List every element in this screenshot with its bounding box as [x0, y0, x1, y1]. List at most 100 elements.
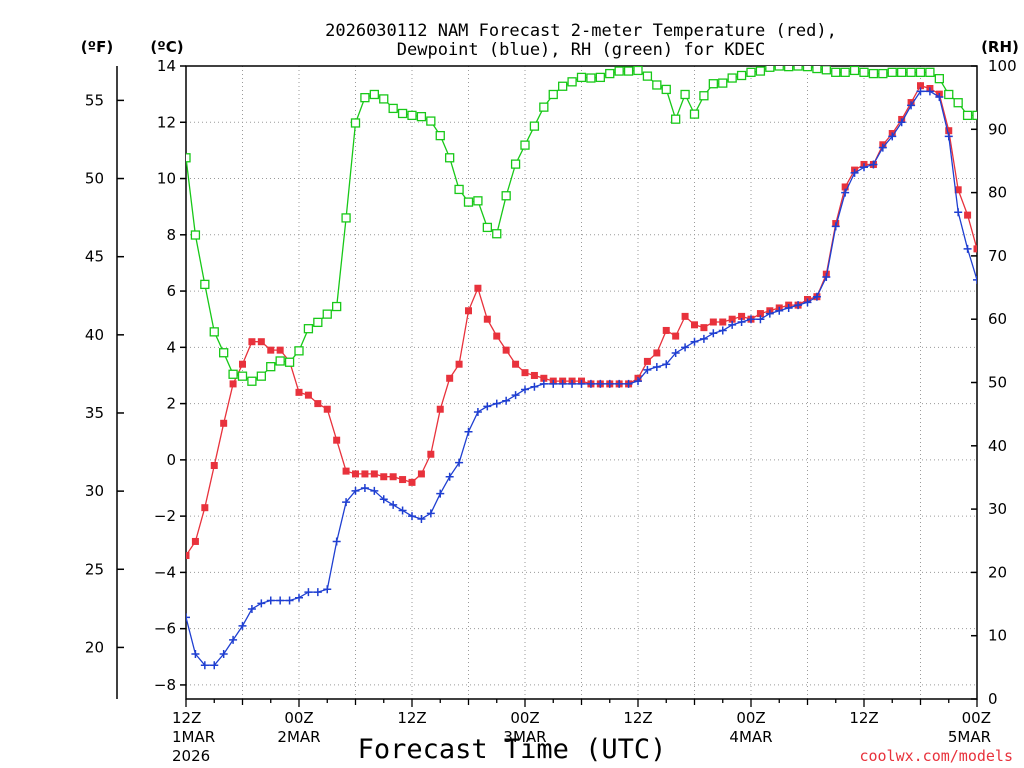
dewpoint-point	[379, 495, 388, 504]
dewpoint-point	[718, 326, 727, 335]
x-tick-date-label: 5MAR	[948, 728, 991, 746]
2-meter-temperature-point	[672, 332, 680, 340]
rh-point	[878, 68, 888, 79]
rh-point	[887, 67, 897, 77]
dewpoint-point	[247, 604, 256, 613]
rh-point	[746, 67, 756, 77]
rh-point	[237, 371, 248, 381]
dewpoint-point	[634, 377, 642, 386]
rh-point	[492, 229, 502, 239]
2-meter-temperature-point	[681, 312, 689, 320]
2-meter-temperature-point	[304, 391, 312, 399]
fahrenheit-tick-label: 20	[85, 638, 104, 656]
dewpoint-point	[436, 489, 445, 498]
fahrenheit-tick-label: 50	[85, 170, 104, 188]
dewpoint-point	[615, 379, 624, 388]
dewpoint-point	[285, 596, 294, 605]
2-meter-temperature-point	[380, 473, 388, 481]
rh-point	[200, 279, 210, 290]
2-meter-temperature-point	[314, 400, 322, 408]
dewpoint-point	[831, 222, 840, 231]
dewpoint-point	[229, 635, 238, 644]
dewpoint-point	[360, 484, 369, 492]
rh-point	[915, 67, 926, 77]
celsius-tick-label: 6	[166, 282, 176, 300]
rh-point	[313, 317, 323, 328]
2-meter-temperature-point	[295, 388, 303, 396]
2-meter-temperature-point	[257, 338, 265, 346]
dewpoint-point	[549, 379, 558, 388]
fahrenheit-axis-unit: (ºF)	[81, 38, 113, 56]
dewpoint-point	[765, 309, 774, 318]
dewpoint-point	[577, 379, 586, 388]
rh-point	[831, 67, 841, 77]
rh-tick-label: 10	[988, 627, 1007, 645]
x-tick-label: 12Z	[623, 709, 652, 727]
2-meter-temperature-point	[436, 405, 444, 413]
rh-point	[868, 68, 879, 79]
dewpoint-point	[662, 360, 671, 369]
rh-point	[454, 184, 464, 195]
dewpoint-point	[295, 593, 303, 602]
dewpoint-point	[408, 512, 416, 521]
rh-tick-label: 50	[988, 374, 1007, 392]
rh-point	[558, 81, 568, 91]
rh-point	[718, 78, 728, 88]
dewpoint-point	[511, 391, 520, 400]
rh-point	[416, 111, 427, 122]
rh-tick-label: 40	[988, 437, 1007, 455]
rh-point	[652, 80, 662, 90]
rh-point	[275, 356, 285, 366]
2-meter-temperature-point	[756, 310, 764, 318]
plot-series	[186, 66, 977, 670]
rh-point	[906, 67, 916, 77]
2-meter-temperature-point	[738, 312, 746, 320]
dewpoint-point	[464, 427, 473, 436]
rh-tick-label: 90	[988, 120, 1007, 138]
dewpoint-point	[775, 306, 784, 315]
rh-point	[586, 73, 596, 83]
dewpoint-point	[417, 514, 426, 523]
rh-point	[303, 324, 314, 334]
rh-point	[501, 191, 511, 201]
2-meter-temperature-point	[370, 470, 378, 478]
dewpoint-point	[737, 318, 746, 327]
rh-point	[209, 327, 219, 337]
rh-tick-label: 30	[988, 500, 1007, 518]
dewpoint-point	[907, 101, 916, 110]
x-tick-label: 00Z	[736, 709, 765, 727]
dewpoint-point	[455, 458, 464, 467]
rh-tick-label: 80	[988, 184, 1007, 202]
dewpoint-point	[878, 143, 887, 152]
rh-point	[435, 130, 445, 141]
rh-point	[774, 66, 784, 71]
dewpoint-point	[794, 301, 803, 310]
dewpoint-point	[784, 303, 793, 312]
rh-point	[784, 66, 794, 72]
celsius-tick-label: 12	[157, 113, 176, 131]
2-meter-temperature-point	[465, 307, 472, 315]
x-tick-label: 00Z	[284, 709, 313, 727]
rh-point	[925, 67, 935, 77]
celsius-tick-label: 10	[157, 170, 176, 188]
dewpoint-point	[822, 273, 831, 281]
celsius-tick-label: 0	[166, 451, 176, 469]
dewpoint-point	[728, 320, 737, 329]
rh-point	[463, 197, 474, 207]
2-meter-temperature-point	[191, 537, 199, 545]
rh-point	[821, 66, 831, 75]
rh-point	[953, 98, 963, 108]
rh-point	[727, 73, 737, 83]
rh-point	[680, 89, 690, 100]
2-meter-temperature-point	[361, 470, 369, 478]
rh-point	[623, 66, 634, 76]
celsius-axis-unit: (ºC)	[150, 38, 183, 56]
dewpoint-point	[502, 396, 511, 405]
rh-point	[294, 346, 304, 356]
2-meter-temperature-point	[333, 436, 341, 444]
celsius-tick-label: 8	[166, 226, 176, 244]
rh-point	[605, 68, 615, 79]
rh-point	[793, 66, 803, 71]
dewpoint-point	[860, 163, 868, 172]
